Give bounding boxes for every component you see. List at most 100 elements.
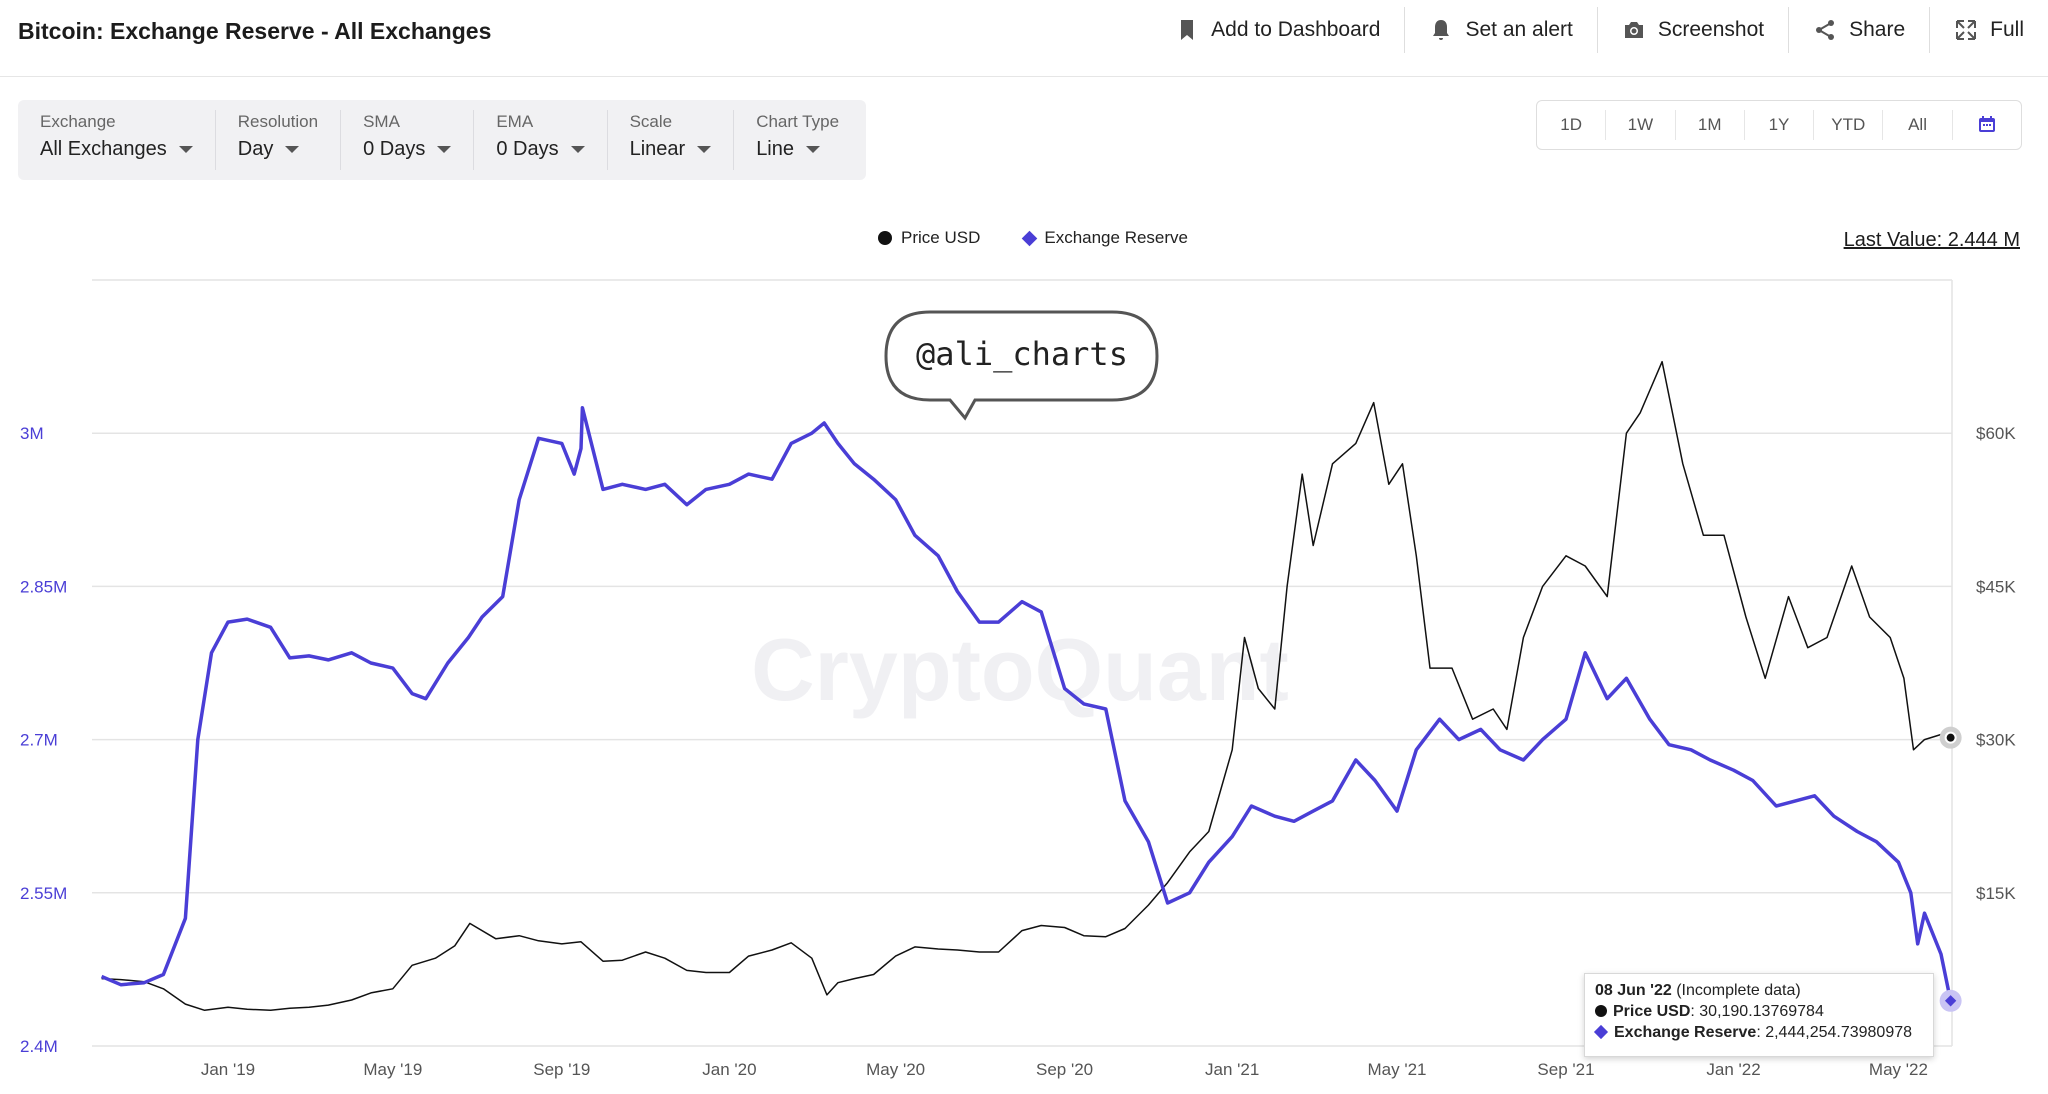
camera-icon bbox=[1624, 22, 1643, 38]
x-tick-label-7: May '21 bbox=[1368, 1060, 1427, 1079]
x-tick-label-6: Jan '21 bbox=[1205, 1060, 1259, 1079]
tooltip-reserve-label: Exchange Reserve bbox=[1614, 1024, 1757, 1041]
resolution-label: Resolution bbox=[237, 112, 319, 131]
x-tick-label-8: Sep '21 bbox=[1537, 1060, 1594, 1079]
fullscreen-button[interactable]: Full bbox=[1929, 7, 2048, 53]
screenshot-label: Screenshot bbox=[1657, 18, 1765, 41]
sma-select[interactable]: SMA 0 Days bbox=[340, 110, 473, 170]
exchange-value: All Exchanges bbox=[40, 138, 167, 160]
caret-down-icon bbox=[806, 146, 820, 153]
chart-type-select[interactable]: Chart Type Line bbox=[733, 110, 861, 170]
chart-plot[interactable]: CryptoQuant 2.4M 2.55M 2.7M 2.85M 3M $15K $30… bbox=[0, 260, 2048, 1094]
right-tick-label-0: $15K bbox=[1976, 884, 2016, 903]
x-tick-label-10: May '22 bbox=[1869, 1060, 1928, 1079]
price-last-point bbox=[1944, 731, 1957, 744]
right-tick-label-3: $60K bbox=[1976, 424, 2016, 443]
chart-legend: Price USD Exchange Reserve bbox=[878, 228, 1188, 248]
price-usd-line bbox=[101, 360, 1951, 1012]
caret-down-icon bbox=[285, 146, 300, 153]
exchange-select[interactable]: Exchange All Exchanges bbox=[18, 110, 215, 170]
header-actions: Add to Dashboard Set an alert Screenshot… bbox=[1151, 0, 2048, 60]
range-1m[interactable]: 1M bbox=[1674, 110, 1744, 140]
price-marker-icon bbox=[1595, 1005, 1607, 1017]
range-all[interactable]: All bbox=[1882, 110, 1951, 140]
caret-down-icon bbox=[437, 146, 452, 153]
set-alert-button[interactable]: Set an alert bbox=[1404, 7, 1596, 53]
exchange-reserve-line bbox=[100, 405, 1953, 1002]
chart-controls: Exchange All Exchanges Resolution Day SM… bbox=[18, 100, 866, 180]
bell-icon bbox=[1433, 20, 1450, 40]
page-title: Bitcoin: Exchange Reserve - All Exchange… bbox=[18, 18, 492, 44]
left-tick-label-0: 2.4M bbox=[20, 1037, 58, 1056]
watermark: CryptoQuant bbox=[751, 620, 1289, 719]
x-tick-label-2: Sep '19 bbox=[533, 1060, 590, 1079]
last-value-readout: Last Value: 2.444 M bbox=[1843, 229, 2020, 251]
left-tick-label-3: 2.85M bbox=[20, 577, 67, 596]
legend-price[interactable]: Price USD bbox=[878, 228, 980, 248]
scale-label: Scale bbox=[629, 112, 673, 131]
bookmark-icon bbox=[1181, 20, 1194, 40]
annotation-bubble: @ali_charts bbox=[884, 310, 1159, 421]
ema-label: EMA bbox=[496, 112, 534, 131]
time-range-selector: 1D 1W 1M 1Y YTD All bbox=[1536, 100, 2022, 150]
add-to-dashboard-label: Add to Dashboard bbox=[1211, 18, 1381, 41]
x-axis-ticks: Jan '19 May '19 Sep '19 Jan '20 May '20 Sep '… bbox=[201, 1060, 1928, 1079]
price-marker-icon bbox=[878, 231, 892, 245]
expand-icon bbox=[1956, 20, 1977, 40]
screenshot-button[interactable]: Screenshot bbox=[1596, 7, 1788, 53]
reserve-marker-icon bbox=[1593, 1024, 1609, 1040]
calendar-button[interactable] bbox=[1951, 110, 2021, 140]
ema-value: 0 Days bbox=[496, 138, 559, 160]
exchange-label: Exchange bbox=[40, 112, 116, 131]
right-tick-label-2: $45K bbox=[1976, 577, 2016, 596]
speech-bubble-shape bbox=[884, 310, 1159, 421]
x-tick-label-4: May '20 bbox=[866, 1060, 925, 1079]
scale-select[interactable]: Scale Linear bbox=[606, 110, 734, 170]
tooltip-price-value: 30,190.13769784 bbox=[1699, 1003, 1824, 1020]
chart-type-value: Line bbox=[756, 138, 794, 160]
share-icon bbox=[1816, 20, 1835, 40]
x-tick-label-5: Sep '20 bbox=[1036, 1060, 1093, 1079]
tooltip-price-label: Price USD bbox=[1613, 1003, 1691, 1020]
header-bar: Bitcoin: Exchange Reserve - All Exchange… bbox=[0, 0, 2048, 77]
range-ytd[interactable]: YTD bbox=[1813, 110, 1882, 140]
chart-type-label: Chart Type bbox=[756, 112, 840, 131]
data-tooltip: 08 Jun '22 (Incomplete data) Price USD: … bbox=[1584, 973, 1934, 1057]
tooltip-reserve-value: 2,444,254.73980978 bbox=[1765, 1024, 1913, 1041]
scale-value: Linear bbox=[629, 138, 686, 160]
tooltip-date: 08 Jun '22 bbox=[1595, 982, 1672, 999]
set-alert-label: Set an alert bbox=[1465, 18, 1573, 41]
x-tick-label-1: May '19 bbox=[363, 1060, 422, 1079]
range-1d[interactable]: 1D bbox=[1560, 115, 1582, 134]
x-tick-label-0: Jan '19 bbox=[201, 1060, 255, 1079]
legend-reserve-label: Exchange Reserve bbox=[1044, 228, 1188, 247]
left-axis-ticks: 2.4M 2.55M 2.7M 2.85M 3M bbox=[20, 424, 67, 1056]
add-to-dashboard-button[interactable]: Add to Dashboard bbox=[1151, 7, 1404, 53]
caret-down-icon bbox=[570, 146, 585, 153]
tooltip-note: (Incomplete data) bbox=[1676, 982, 1801, 999]
left-tick-label-4: 3M bbox=[20, 424, 44, 443]
fullscreen-label: Full bbox=[1990, 18, 2024, 41]
share-button[interactable]: Share bbox=[1788, 7, 1929, 53]
caret-down-icon bbox=[178, 146, 193, 153]
grid-lines bbox=[92, 279, 1953, 1047]
reserve-last-point bbox=[1944, 995, 1957, 1007]
legend-reserve[interactable]: Exchange Reserve bbox=[1022, 228, 1188, 248]
resolution-select[interactable]: Resolution Day bbox=[214, 110, 340, 170]
x-tick-label-3: Jan '20 bbox=[702, 1060, 756, 1079]
last-point-markers bbox=[1939, 726, 1962, 1012]
range-1w[interactable]: 1W bbox=[1605, 110, 1674, 140]
exchange-reserve-series bbox=[100, 405, 1953, 1002]
right-tick-label-1: $30K bbox=[1976, 731, 2016, 750]
annotation-text: @ali_charts bbox=[916, 335, 1128, 373]
price-usd-series bbox=[101, 360, 1951, 1012]
x-tick-label-9: Jan '22 bbox=[1706, 1060, 1760, 1079]
range-1y[interactable]: 1Y bbox=[1743, 110, 1813, 140]
right-axis-ticks: $15K $30K $45K $60K bbox=[1976, 424, 2016, 903]
left-tick-label-1: 2.55M bbox=[20, 884, 67, 903]
reserve-marker-icon bbox=[1022, 230, 1038, 246]
share-label: Share bbox=[1849, 18, 1906, 41]
resolution-value: Day bbox=[237, 138, 274, 160]
legend-price-label: Price USD bbox=[901, 228, 981, 247]
ema-select[interactable]: EMA 0 Days bbox=[473, 110, 606, 170]
